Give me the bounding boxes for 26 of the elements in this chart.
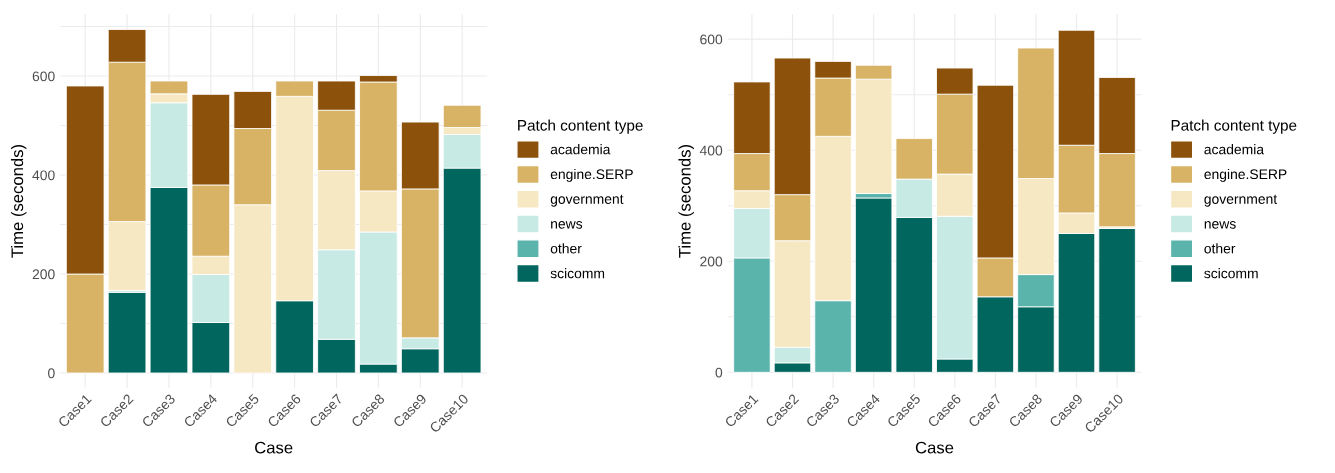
legend-title: Patch content type — [518, 119, 643, 134]
x-axis-title: Case — [255, 441, 293, 454]
y-tick-label: 200 — [32, 269, 55, 280]
y-axis-title: Time (seconds) — [678, 144, 694, 258]
legend-label: academia — [550, 144, 611, 155]
y-tick-label: 0 — [48, 368, 55, 379]
legend-label: news — [1204, 221, 1236, 229]
y-tick-label: 200 — [700, 256, 723, 267]
y-axis-title: Time (seconds) — [10, 144, 27, 258]
y-tick-label: 600 — [32, 71, 55, 82]
legend-label: government — [1204, 194, 1278, 207]
legend-label: scicomm — [1204, 268, 1258, 279]
y-tick-label: 400 — [699, 145, 723, 156]
legend-label: news — [551, 221, 583, 229]
legend-label: academia — [1204, 144, 1265, 155]
legend-title: Patch content type — [1171, 119, 1297, 134]
legend-label: scicomm — [550, 268, 605, 279]
legend-label: government — [550, 194, 624, 207]
legend-label: engine.SERP — [550, 168, 633, 182]
y-tick-label: 0 — [715, 367, 723, 378]
legend-label: engine.SERP — [1204, 168, 1287, 182]
legend-label: other — [1204, 243, 1236, 254]
y-tick-label: 400 — [32, 170, 55, 181]
x-axis-title: Case — [915, 441, 954, 454]
y-tick-label: 600 — [700, 34, 723, 45]
legend-label: other — [550, 243, 582, 254]
